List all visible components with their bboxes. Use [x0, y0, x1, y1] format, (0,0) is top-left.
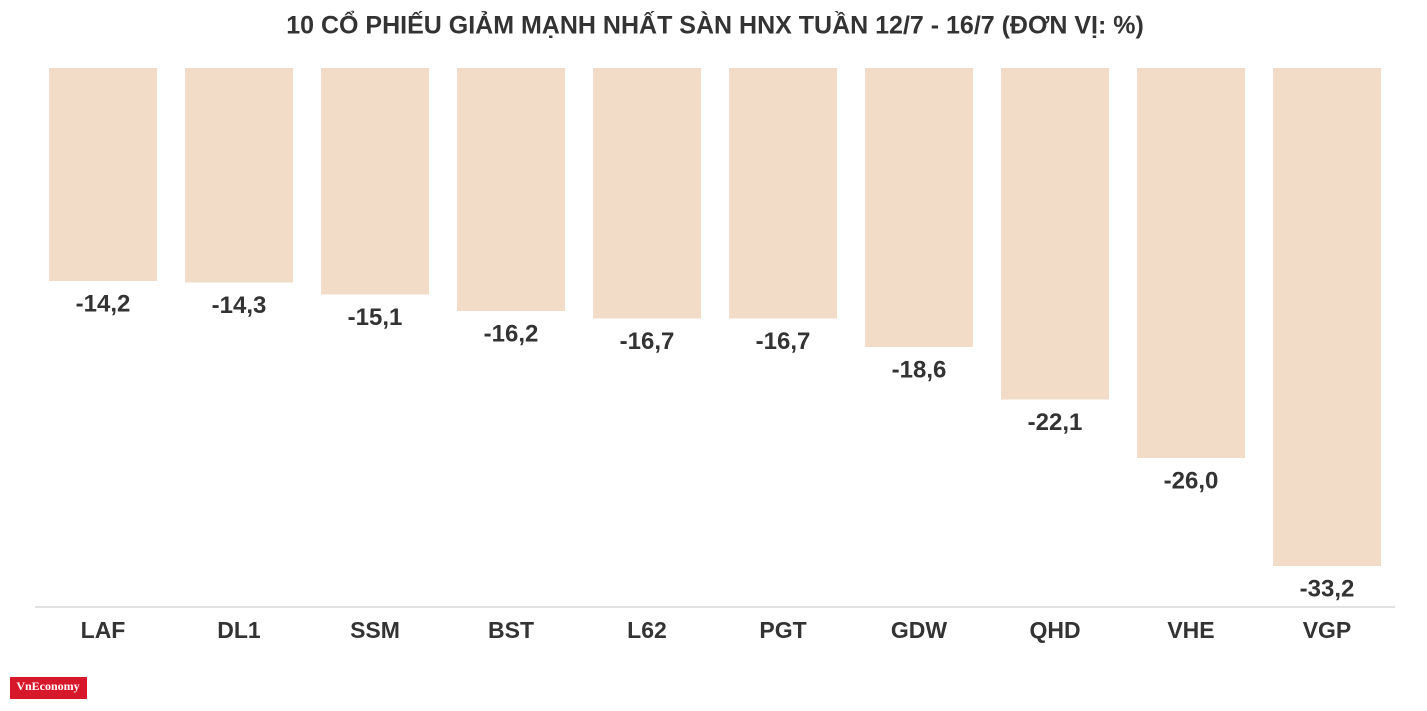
x-tick-label: GDW	[891, 617, 948, 643]
value-label: -14,2	[76, 290, 131, 317]
x-tick-label: SSM	[350, 617, 400, 643]
bar	[321, 68, 429, 295]
x-tick-label: QHD	[1029, 617, 1080, 643]
x-tick-label: L62	[627, 617, 667, 643]
bar	[729, 68, 837, 319]
bar	[185, 68, 293, 283]
x-tick-label: VHE	[1167, 617, 1214, 643]
x-tick-label: DL1	[217, 617, 261, 643]
bar	[1273, 68, 1381, 566]
value-label: -16,2	[484, 320, 539, 347]
bar	[1001, 68, 1109, 400]
chart-title: 10 CỔ PHIẾU GIẢM MẠNH NHẤT SÀN HNX TUẦN …	[286, 10, 1144, 40]
value-label: -22,1	[1028, 409, 1083, 436]
value-label: -14,3	[212, 292, 267, 319]
x-tick-label: BST	[488, 617, 534, 643]
value-label: -26,0	[1164, 467, 1219, 494]
x-tick-label: PGT	[759, 617, 806, 643]
value-label: -15,1	[348, 304, 403, 331]
value-label: -18,6	[892, 356, 947, 383]
value-label: -16,7	[620, 328, 675, 355]
x-tick-label: LAF	[81, 617, 126, 643]
x-tick-label: VGP	[1303, 617, 1352, 643]
bar	[1137, 68, 1245, 458]
value-label: -33,2	[1300, 575, 1355, 602]
bar	[865, 68, 973, 347]
bar	[593, 68, 701, 319]
value-label: -16,7	[756, 328, 811, 355]
logo: VnEconomy	[16, 679, 79, 693]
logo-box	[10, 677, 87, 699]
bar	[457, 68, 565, 311]
bar	[49, 68, 157, 281]
